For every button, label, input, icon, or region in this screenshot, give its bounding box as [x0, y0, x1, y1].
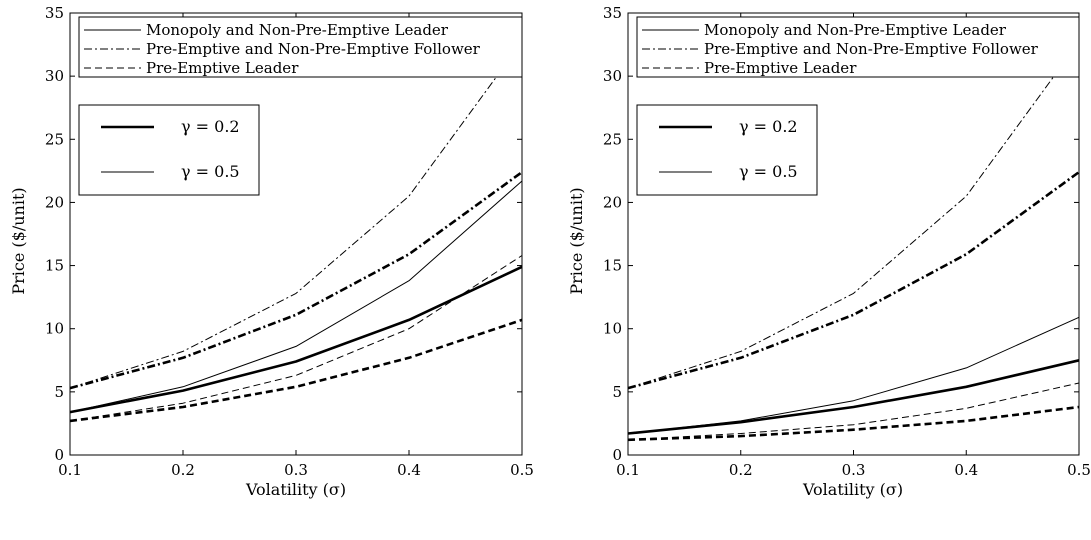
legend-label: Pre-Emptive and Non-Pre-Emptive Follower — [704, 40, 1039, 58]
x-axis-label: Volatility (σ) — [245, 480, 346, 499]
chart-panel-2: 0 5 10 15 20 25 30 35 0.1 0.2 0.3 0.4 0.5 Volatility … — [567, 4, 1091, 499]
legend-label: Monopoly and Non-Pre-Emptive Leader — [146, 21, 449, 39]
legend-box — [636, 16, 1080, 78]
gamma-label: γ = 0.5 — [739, 162, 798, 181]
gamma-label: γ = 0.2 — [181, 117, 240, 136]
y-tick-label: 30 — [45, 67, 64, 85]
x-tick-label: 0.4 — [397, 461, 421, 479]
y-tick-label: 30 — [603, 67, 622, 85]
series-line-dashed-thin — [69, 255, 523, 422]
series-line-dashdot-thick — [69, 171, 523, 390]
series-line-solid-thick — [627, 359, 1080, 435]
series-line-dashed-thick — [627, 405, 1080, 442]
y-tick-label: 25 — [603, 130, 622, 148]
plot-frame — [627, 12, 1080, 456]
x-tick-label: 0.5 — [510, 461, 534, 479]
gamma-legend-box — [78, 104, 260, 196]
y-tick-label: 10 — [45, 320, 64, 338]
chart-panel-1: 0 5 10 15 20 25 30 35 0.1 0.2 0.3 0.4 0.5 Volatility … — [9, 4, 534, 499]
y-tick-label: 5 — [54, 383, 64, 401]
series-line-dashdot-thick — [627, 171, 1080, 390]
y-tick-label: 25 — [45, 130, 64, 148]
gamma-legend: γ = 0.2 γ = 0.5 — [78, 104, 260, 196]
gamma-label: γ = 0.5 — [181, 162, 240, 181]
y-tick-label: 35 — [603, 4, 622, 22]
y-tick-label: 0 — [612, 446, 622, 464]
y-tick-label: 35 — [45, 4, 64, 22]
y-tick-label: 20 — [45, 193, 64, 211]
plot-frame — [69, 12, 523, 456]
series-line-dashed-thick — [69, 318, 523, 423]
x-tick-label: 0.2 — [729, 461, 753, 479]
x-axis-label: Volatility (σ) — [802, 480, 903, 499]
y-tick-label: 15 — [603, 257, 622, 275]
x-tick-label: 0.5 — [1067, 461, 1091, 479]
y-tick-label: 10 — [603, 320, 622, 338]
x-tick-label: 0.4 — [954, 461, 978, 479]
legend-label: Pre-Emptive Leader — [704, 59, 857, 77]
x-tick-label: 0.3 — [842, 461, 866, 479]
y-tick-label: 15 — [45, 257, 64, 275]
y-tick-label: 20 — [603, 193, 622, 211]
y-tick-label: 0 — [54, 446, 64, 464]
series-line-solid-thick — [69, 265, 523, 414]
series-line-dashed-thin — [627, 382, 1080, 441]
y-tick-label: 5 — [612, 383, 622, 401]
legend-label: Monopoly and Non-Pre-Emptive Leader — [704, 21, 1007, 39]
x-tick-label: 0.1 — [58, 461, 82, 479]
series-line-dashdot-thin — [627, 41, 1080, 389]
series-line-dashdot-thin — [69, 41, 523, 389]
gamma-label: γ = 0.2 — [739, 117, 798, 136]
y-axis-label: Price ($/unit) — [567, 187, 586, 294]
gamma-legend-box — [636, 104, 818, 196]
legend-box — [78, 16, 523, 78]
series-line-solid-thin — [69, 180, 523, 413]
y-axis-label: Price ($/unit) — [9, 187, 28, 294]
x-tick-label: 0.3 — [284, 461, 308, 479]
gamma-legend: γ = 0.2 γ = 0.5 — [636, 104, 818, 196]
style-legend: Monopoly and Non-Pre-Emptive LeaderPre-E… — [78, 16, 523, 78]
x-tick-label: 0.1 — [616, 461, 640, 479]
style-legend: Monopoly and Non-Pre-Emptive LeaderPre-E… — [636, 16, 1080, 78]
legend-label: Pre-Emptive Leader — [146, 59, 299, 77]
legend-label: Pre-Emptive and Non-Pre-Emptive Follower — [146, 40, 481, 58]
x-tick-label: 0.2 — [171, 461, 195, 479]
